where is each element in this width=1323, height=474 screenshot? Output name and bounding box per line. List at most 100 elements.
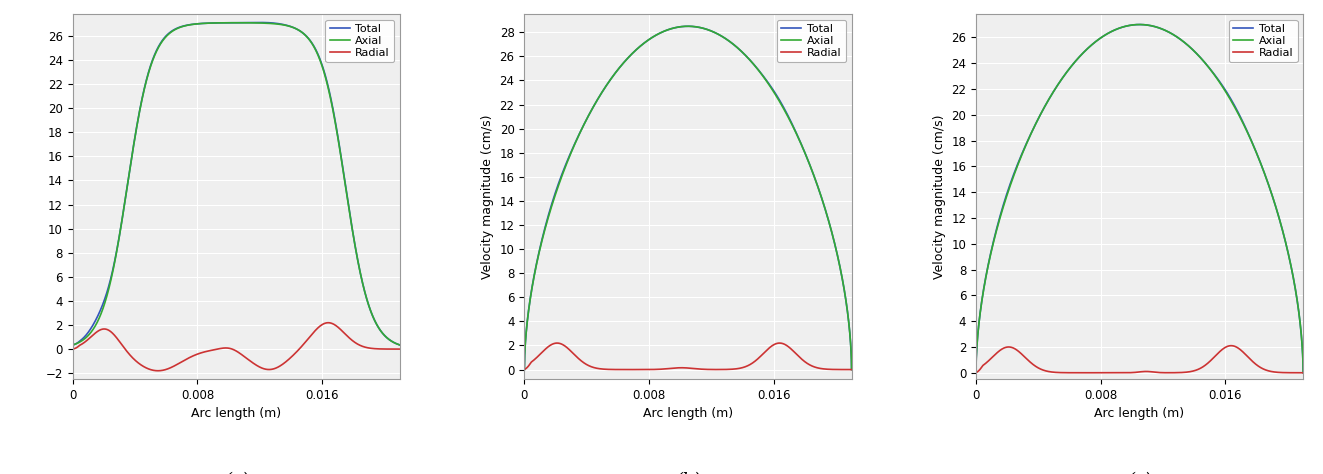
Axial bbox=[1226, 103, 1242, 109]
Axial bbox=[774, 103, 790, 109]
Legend: Total, Axial, Radial: Total, Axial, Radial bbox=[1229, 20, 1298, 62]
Axial bbox=[680, 23, 696, 29]
Text: (c): (c) bbox=[1127, 473, 1151, 474]
Axial bbox=[65, 342, 81, 348]
Axial bbox=[1286, 277, 1302, 283]
Total bbox=[392, 342, 407, 348]
Axial bbox=[1118, 23, 1134, 29]
Radial bbox=[82, 336, 98, 341]
Total bbox=[516, 367, 532, 373]
Axial bbox=[392, 342, 407, 348]
Axial bbox=[382, 337, 398, 343]
Radial bbox=[1224, 343, 1240, 348]
Axial bbox=[229, 20, 245, 26]
Radial bbox=[667, 365, 683, 371]
Total bbox=[224, 20, 239, 26]
Radial bbox=[516, 367, 532, 373]
Axial bbox=[833, 275, 849, 281]
Axial bbox=[216, 20, 232, 26]
Radial bbox=[320, 320, 336, 326]
X-axis label: Arc length (m): Arc length (m) bbox=[192, 408, 282, 420]
Radial bbox=[968, 370, 984, 375]
Axial bbox=[844, 367, 860, 373]
Axial bbox=[323, 96, 339, 101]
Total bbox=[984, 242, 1000, 248]
Line: Axial: Axial bbox=[976, 25, 1303, 373]
Total bbox=[1286, 277, 1302, 283]
X-axis label: Arc length (m): Arc length (m) bbox=[643, 408, 733, 420]
Total bbox=[1286, 278, 1302, 283]
Total bbox=[833, 275, 849, 281]
Radial bbox=[676, 365, 692, 371]
Total bbox=[1131, 22, 1147, 27]
Total bbox=[1127, 22, 1143, 27]
X-axis label: Arc length (m): Arc length (m) bbox=[1094, 408, 1184, 420]
Axial bbox=[968, 370, 984, 375]
Axial bbox=[382, 338, 398, 344]
Y-axis label: Velocity magnitude (cm/s): Velocity magnitude (cm/s) bbox=[933, 114, 946, 279]
Radial bbox=[1286, 370, 1302, 375]
Axial bbox=[984, 243, 1000, 249]
Line: Total: Total bbox=[73, 22, 400, 345]
Axial bbox=[516, 367, 532, 373]
Radial bbox=[382, 346, 398, 352]
Line: Total: Total bbox=[976, 25, 1303, 373]
Total bbox=[774, 102, 790, 108]
Total bbox=[323, 94, 339, 100]
Radial bbox=[1118, 370, 1134, 375]
Legend: Total, Axial, Radial: Total, Axial, Radial bbox=[777, 20, 845, 62]
Radial bbox=[149, 368, 165, 374]
Total bbox=[533, 240, 549, 246]
Radial bbox=[984, 354, 1000, 360]
Radial bbox=[833, 367, 849, 373]
Radial bbox=[216, 345, 232, 351]
Line: Axial: Axial bbox=[73, 23, 400, 345]
Total bbox=[382, 338, 398, 344]
Legend: Total, Axial, Radial: Total, Axial, Radial bbox=[325, 20, 394, 62]
Radial bbox=[382, 346, 398, 352]
Line: Total: Total bbox=[524, 26, 852, 370]
Total bbox=[65, 342, 81, 348]
Radial bbox=[224, 346, 239, 352]
Line: Axial: Axial bbox=[524, 26, 852, 370]
Radial bbox=[844, 367, 860, 373]
Radial bbox=[1286, 370, 1302, 375]
Total bbox=[1118, 23, 1134, 29]
Total bbox=[676, 24, 692, 29]
Axial bbox=[835, 276, 851, 282]
Radial bbox=[392, 346, 407, 352]
Axial bbox=[1286, 278, 1302, 283]
Axial bbox=[1295, 370, 1311, 375]
Line: Radial: Radial bbox=[73, 323, 400, 371]
Radial bbox=[1226, 343, 1242, 349]
Total bbox=[82, 328, 98, 333]
Axial bbox=[1131, 22, 1147, 27]
Total bbox=[680, 23, 696, 29]
Radial bbox=[533, 350, 549, 356]
Total bbox=[835, 276, 851, 282]
Radial bbox=[835, 367, 851, 373]
Axial bbox=[676, 24, 692, 29]
Total bbox=[1226, 101, 1242, 107]
Total bbox=[382, 337, 398, 343]
Radial bbox=[323, 320, 339, 326]
Y-axis label: Velocity magnitude (cm/s): Velocity magnitude (cm/s) bbox=[482, 114, 493, 279]
Radial bbox=[65, 346, 81, 352]
Line: Radial: Radial bbox=[976, 346, 1303, 373]
Radial bbox=[1295, 370, 1311, 375]
Total bbox=[844, 367, 860, 373]
Axial bbox=[533, 242, 549, 247]
Radial bbox=[549, 340, 565, 346]
Axial bbox=[82, 331, 98, 337]
Axial bbox=[1127, 22, 1143, 27]
Text: (a): (a) bbox=[224, 473, 249, 474]
Axial bbox=[667, 25, 683, 31]
Radial bbox=[774, 340, 790, 346]
Line: Radial: Radial bbox=[524, 343, 852, 370]
Radial bbox=[1127, 370, 1143, 375]
Total bbox=[968, 370, 984, 375]
Total bbox=[667, 25, 683, 31]
Text: (b): (b) bbox=[675, 473, 701, 474]
Total bbox=[216, 20, 232, 26]
Axial bbox=[224, 20, 239, 26]
